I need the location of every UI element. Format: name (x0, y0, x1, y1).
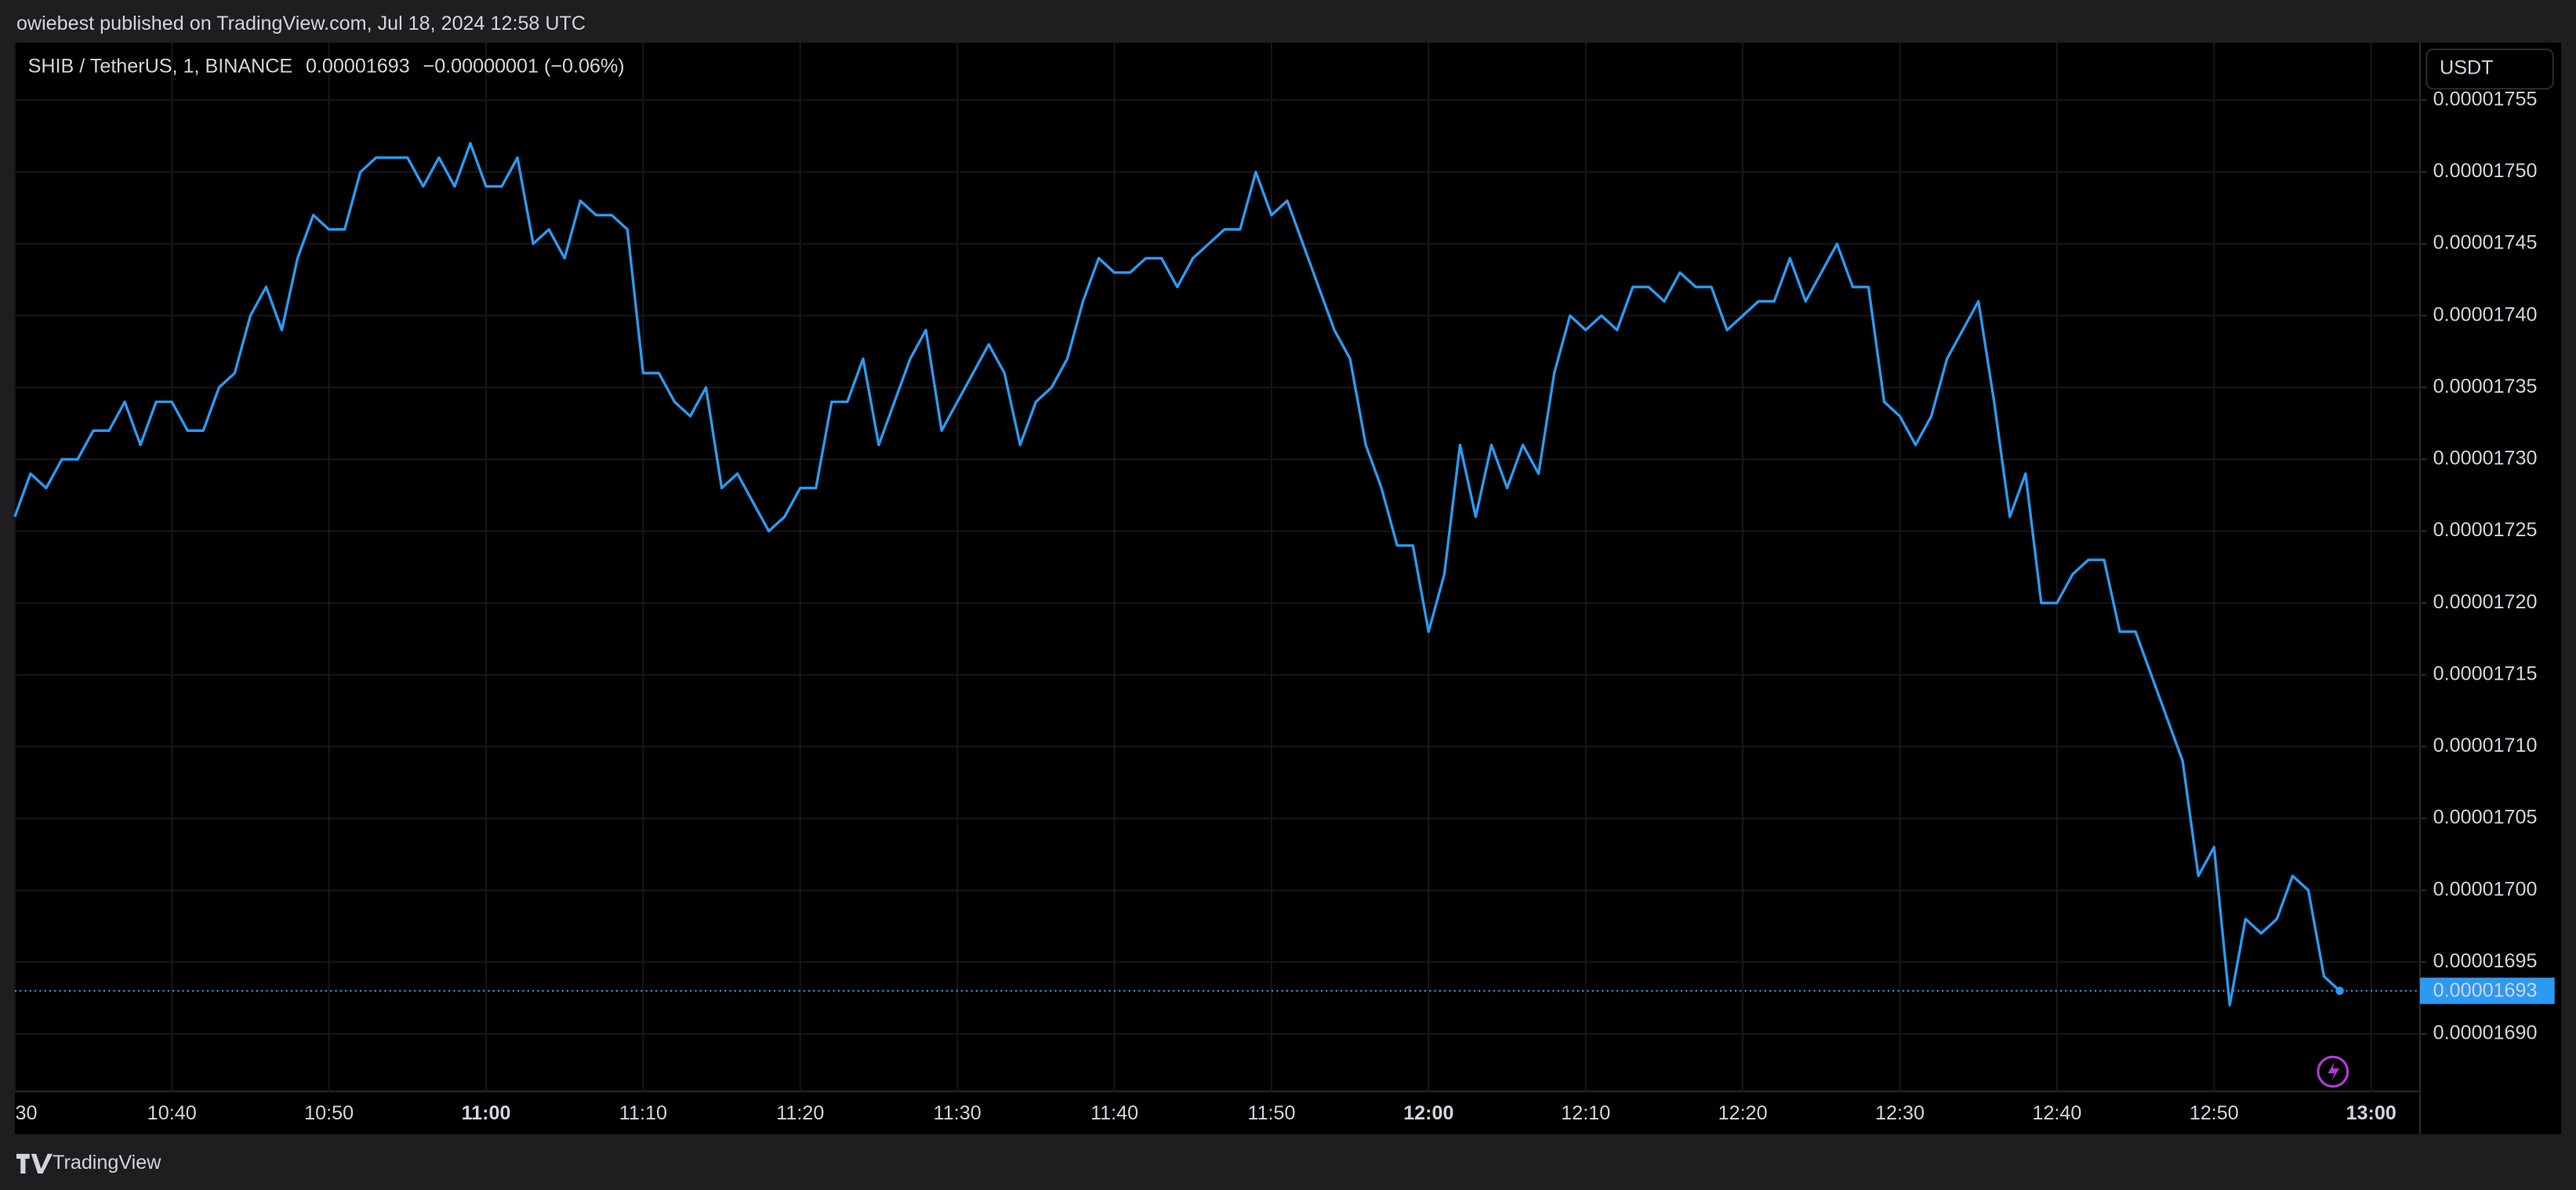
alert-icon[interactable] (2317, 1055, 2349, 1088)
y-tick-label: 0.00001735 (2433, 376, 2538, 397)
last-point (2335, 986, 2344, 996)
y-tick-label: 0.00001750 (2433, 160, 2538, 182)
x-tick-label: 11:50 (1247, 1102, 1295, 1124)
x-tick-label: 12:40 (2032, 1102, 2081, 1124)
y-tick-label: 0.00001690 (2433, 1022, 2538, 1044)
x-tick-label: 11:00 (462, 1102, 511, 1124)
x-tick-label: 11:20 (776, 1102, 824, 1124)
price-scale (2419, 42, 2562, 1134)
y-tick-label: 0.00001755 (2433, 88, 2538, 110)
brand: TradingView (53, 1152, 161, 1174)
x-tick-label: 10:40 (147, 1102, 197, 1124)
last-price: 0.00001693 (306, 56, 410, 78)
x-tick-label: 11:40 (1090, 1102, 1138, 1124)
x-tick-label: 12:10 (1561, 1102, 1610, 1124)
y-tick-label: 0.00001745 (2433, 232, 2538, 254)
x-tick-label: 11:30 (934, 1102, 981, 1124)
x-tick-label: 12:30 (1875, 1102, 1925, 1124)
x-tick-label: 12:00 (1403, 1102, 1453, 1124)
y-tick-label: 0.00001730 (2433, 448, 2538, 470)
x-tick-label: 12:50 (2190, 1102, 2239, 1124)
plot-area (14, 42, 2420, 1092)
y-tick-label: 0.00001710 (2433, 735, 2538, 756)
y-tick-label: 0.00001715 (2433, 662, 2538, 684)
y-tick-label: 0.00001700 (2433, 878, 2538, 900)
y-tick-label: 0.00001695 (2433, 950, 2538, 972)
currency-button[interactable] (2425, 48, 2554, 90)
symbol: SHIB / TetherUS, 1, BINANCE (28, 56, 293, 78)
price-line (13, 142, 2341, 1007)
y-tick-label: 0.00001705 (2433, 807, 2538, 829)
y-tick-label: 0.00001725 (2433, 519, 2538, 541)
x-tick-label: 30 (16, 1102, 38, 1124)
y-tick-label: 0.00001720 (2433, 591, 2538, 613)
y-tick-label: 0.00001740 (2433, 303, 2538, 325)
x-tick-label: 13:00 (2346, 1102, 2396, 1124)
x-tick-label: 11:10 (619, 1102, 667, 1124)
alert-bolt (2327, 1061, 2340, 1082)
byline: owiebest published on TradingView.com, J… (16, 13, 586, 34)
price-tag (2419, 978, 2555, 1004)
time-scale (14, 1091, 2420, 1134)
price-tag-label: 0.00001693 (2433, 980, 2538, 1002)
price-change: −0.00000001 (−0.06%) (423, 56, 625, 78)
x-tick-label: 12:20 (1718, 1102, 1768, 1124)
grid (13, 42, 2418, 1092)
currency[interactable]: USDT (2440, 57, 2493, 79)
x-tick-label: 10:50 (304, 1102, 354, 1124)
